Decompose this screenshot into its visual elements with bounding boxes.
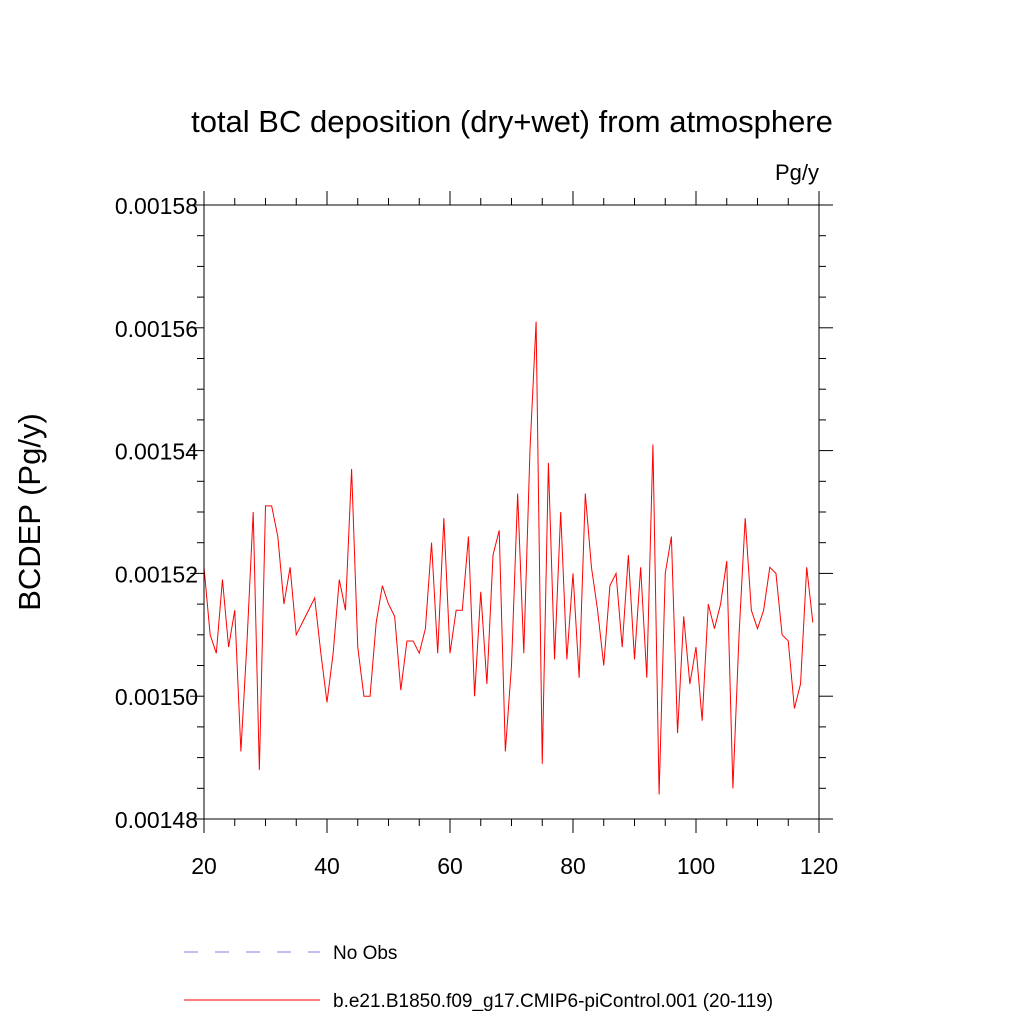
x-tick-label: 40 xyxy=(314,853,340,879)
y-axis-label: BCDEP (Pg/y) xyxy=(12,413,47,611)
x-tick-label: 60 xyxy=(437,853,463,879)
legend-label-obs: No Obs xyxy=(333,943,397,964)
x-tick-label: 120 xyxy=(800,853,838,879)
chart-title: total BC deposition (dry+wet) from atmos… xyxy=(191,104,833,139)
x-tick-label: 80 xyxy=(560,853,586,879)
plot-frame xyxy=(203,204,820,820)
legend-label-model: b.e21.B1850.f09_g17.CMIP6-piControl.001 … xyxy=(333,991,773,1012)
y-tick-label: 0.00154 xyxy=(115,439,198,465)
axis-ticks xyxy=(190,191,833,833)
legend: No Obs b.e21.B1850.f09_g17.CMIP6-piContr… xyxy=(184,943,773,1012)
tick-labels: 20 40 60 80 100 120 0.00148 0.00150 0.00152 0.001… xyxy=(115,193,838,879)
units-label: Pg/y xyxy=(775,160,819,185)
y-tick-label: 0.00152 xyxy=(115,561,198,587)
y-tick-label: 0.00150 xyxy=(115,684,198,710)
x-tick-label: 20 xyxy=(191,853,217,879)
series-line xyxy=(203,321,814,795)
y-tick-label: 0.00148 xyxy=(115,807,198,833)
y-tick-label: 0.00158 xyxy=(115,193,198,219)
y-tick-label: 0.00156 xyxy=(115,316,198,342)
x-tick-label: 100 xyxy=(677,853,715,879)
